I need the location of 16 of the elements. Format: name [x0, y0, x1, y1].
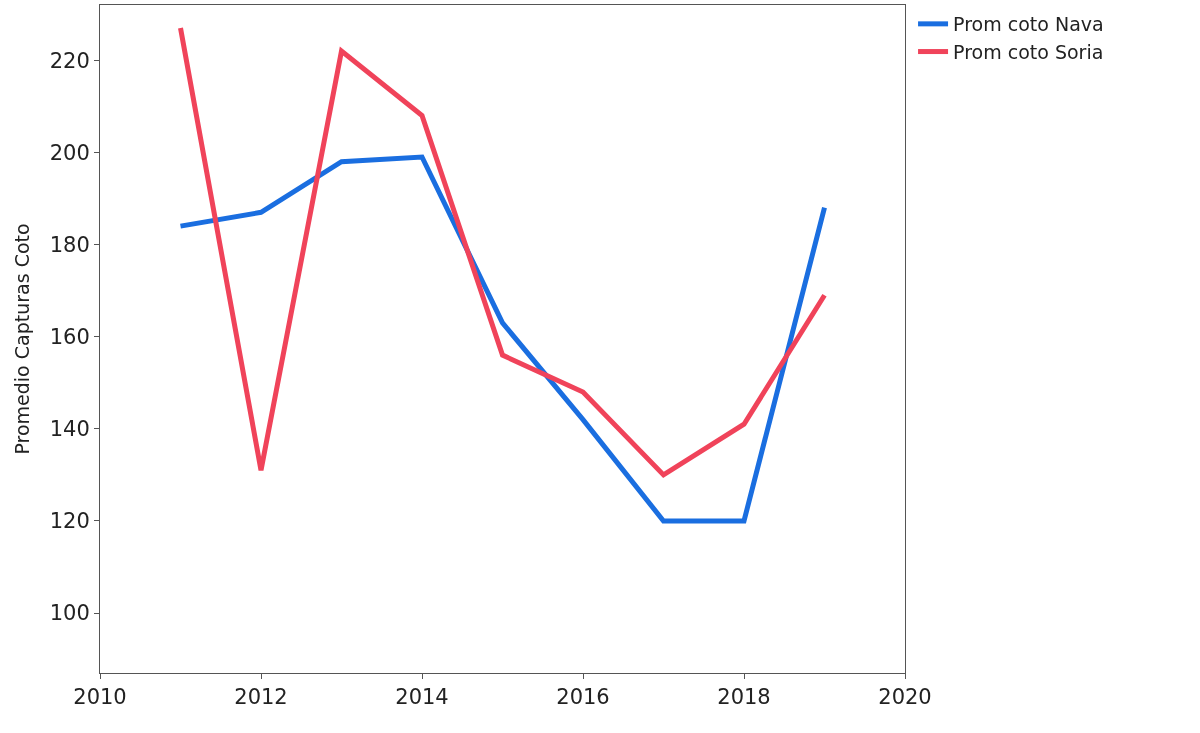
y-tick-label: 200: [49, 140, 90, 165]
y-tick-label: 220: [49, 48, 90, 73]
y-tick-label: 180: [49, 232, 90, 257]
x-tick-label: 2012: [234, 685, 288, 710]
y-axis-title: Promedio Capturas Coto: [10, 223, 33, 455]
x-tick-label: 2018: [717, 685, 771, 710]
y-tick-label: 100: [49, 601, 90, 626]
x-tick-label: 2020: [878, 685, 932, 710]
y-tick-label: 120: [49, 509, 90, 534]
x-tick-label: 2016: [556, 685, 610, 710]
x-tick-label: 2010: [73, 685, 127, 710]
legend-label: Prom coto Soria: [953, 40, 1104, 63]
y-tick-label: 140: [49, 417, 90, 442]
x-tick-label: 2014: [395, 685, 449, 710]
y-tick-label: 160: [49, 325, 90, 350]
legend-label: Prom coto Nava: [953, 13, 1104, 36]
